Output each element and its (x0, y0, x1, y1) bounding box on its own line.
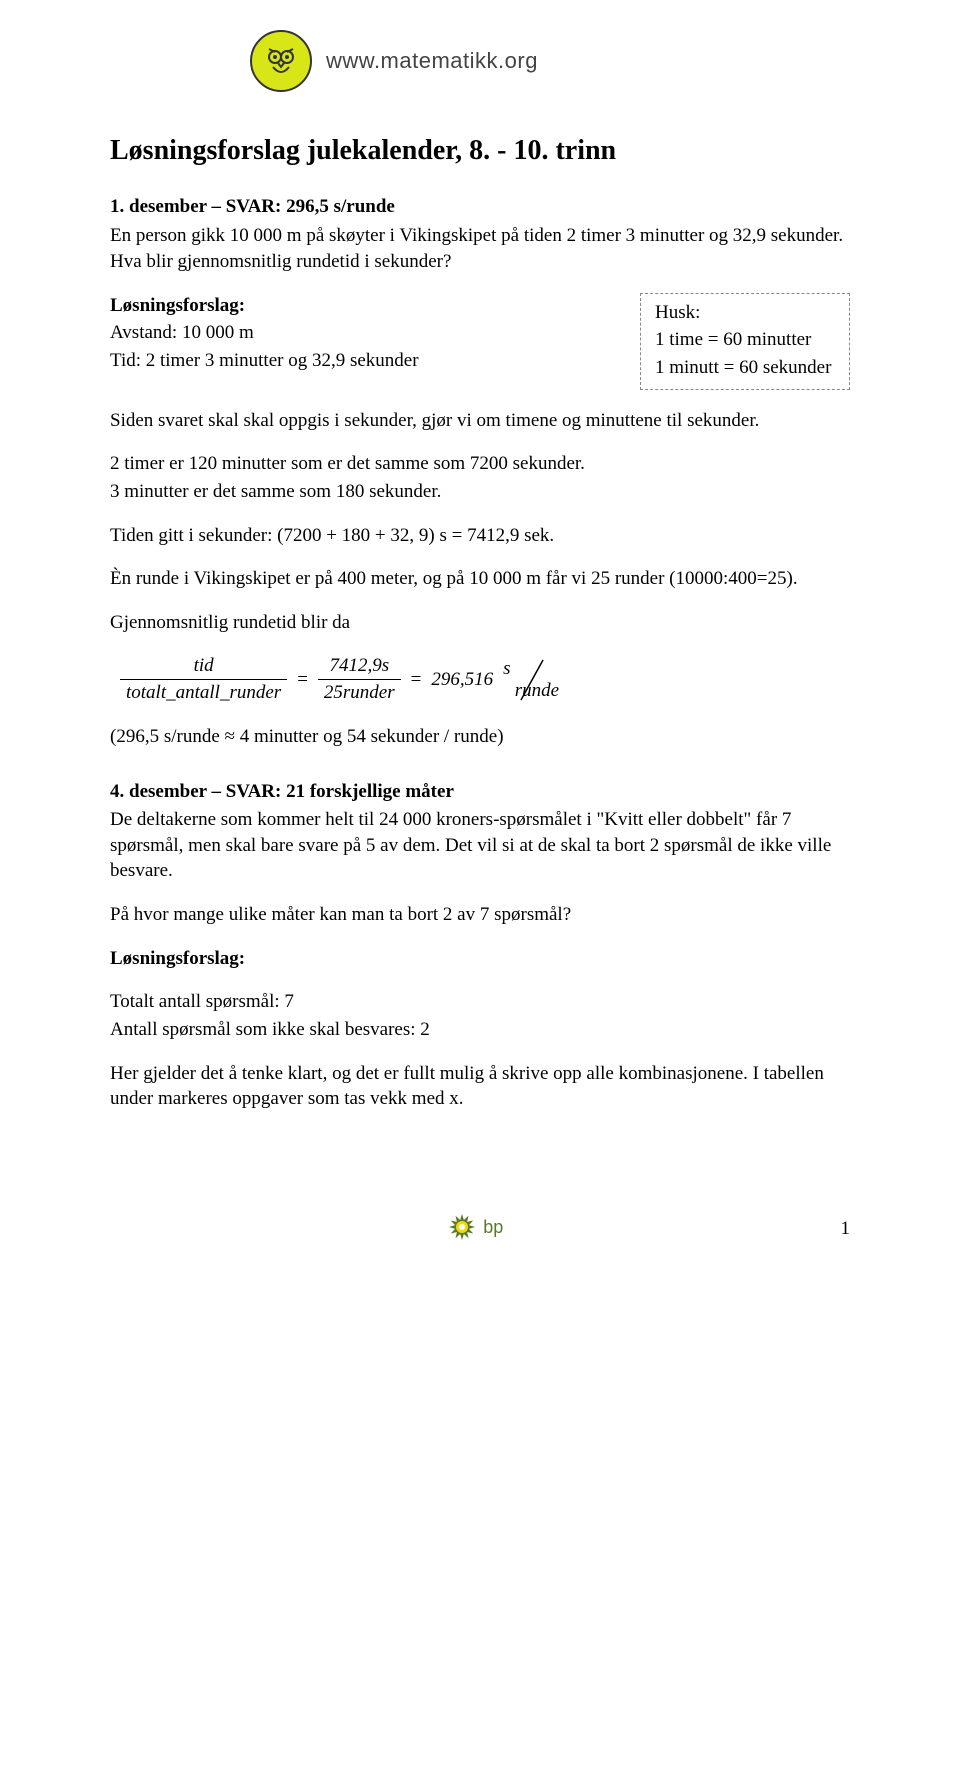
task1-conv-block: 2 timer er 120 minutter som er det samme… (110, 451, 850, 504)
frac2-num: 7412,9s (323, 653, 395, 679)
task1-time: Tid: 2 timer 3 minutter og 32,9 sekunder (110, 348, 610, 374)
task1-approx: (296,5 s/runde ≈ 4 minutter og 54 sekund… (110, 724, 850, 750)
task4-end: Her gjelder det å tenke klart, og det er… (110, 1061, 850, 1112)
task4-remove: Antall spørsmål som ikke skal besvares: … (110, 1017, 850, 1043)
task1-formula: tid totalt_antall_runder = 7412,9s 25run… (120, 653, 850, 705)
hint-line1: 1 time = 60 minutter (655, 327, 835, 353)
hint-title: Husk: (655, 300, 835, 326)
owl-logo-icon (250, 30, 312, 92)
page-number: 1 (841, 1216, 851, 1242)
fraction-1: tid totalt_antall_runder (120, 653, 287, 705)
task1-since: Siden svaret skal skal oppgis i sekunder… (110, 408, 850, 434)
equals-1: = (293, 667, 312, 693)
result-value: 296,516 (431, 667, 493, 693)
fraction-2: 7412,9s 25runder (318, 653, 401, 705)
task1-enrunde: Èn runde i Vikingskipet er på 400 meter,… (110, 566, 850, 592)
task1-distance: Avstand: 10 000 m (110, 320, 610, 346)
task4-intro: De deltakerne som kommer helt til 24 000… (110, 807, 850, 884)
frac1-num: tid (188, 653, 220, 679)
task4-question: På hvor mange ulike måter kan man ta bor… (110, 902, 850, 928)
task4-heading: 4. desember – SVAR: 21 forskjellige måte… (110, 781, 454, 802)
solution-label: Løsningsforslag: (110, 293, 610, 319)
task1-solution-left: Løsningsforslag: Avstand: 10 000 m Tid: … (110, 293, 610, 376)
task1-heading: 1. desember – SVAR: 296,5 s/runde (110, 194, 850, 220)
bp-label: bp (483, 1215, 503, 1239)
task4-total: Totalt antall spørsmål: 7 (110, 989, 850, 1015)
task-4: 4. desember – SVAR: 21 forskjellige måte… (110, 779, 850, 1111)
task1-tiden: Tiden gitt i sekunder: (7200 + 180 + 32,… (110, 523, 850, 549)
task1-2timer: 2 timer er 120 minutter som er det samme… (110, 451, 850, 477)
task1-intro: En person gikk 10 000 m på skøyter i Vik… (110, 223, 850, 274)
result-unit-fraction: s runde (499, 660, 559, 700)
page-title: Løsningsforslag julekalender, 8. - 10. t… (110, 132, 850, 170)
page-header: www.matematikk.org (110, 30, 850, 92)
equals-2: = (407, 667, 426, 693)
task4-solution-label: Løsningsforslag: (110, 946, 850, 972)
frac2-den: 25runder (318, 679, 401, 706)
hint-line2: 1 minutt = 60 sekunder (655, 355, 835, 381)
hint-box: Husk: 1 time = 60 minutter 1 minutt = 60… (640, 293, 850, 390)
task1-3min: 3 minutter er det samme som 180 sekunder… (110, 479, 850, 505)
task4-counts: Totalt antall spørsmål: 7 Antall spørsmå… (110, 989, 850, 1042)
bp-sun-icon (447, 1212, 477, 1242)
page-footer: bp 1 (110, 1212, 850, 1242)
bp-logo: bp (447, 1212, 503, 1242)
site-url: www.matematikk.org (326, 46, 538, 76)
task1-gblir: Gjennomsnitlig rundetid blir da (110, 610, 850, 636)
task1-solution-row: Løsningsforslag: Avstand: 10 000 m Tid: … (110, 293, 850, 390)
frac1-den: totalt_antall_runder (120, 679, 287, 706)
task-1: 1. desember – SVAR: 296,5 s/runde En per… (110, 194, 850, 750)
unit-top: s (503, 656, 510, 682)
unit-bot: runde (515, 678, 559, 704)
